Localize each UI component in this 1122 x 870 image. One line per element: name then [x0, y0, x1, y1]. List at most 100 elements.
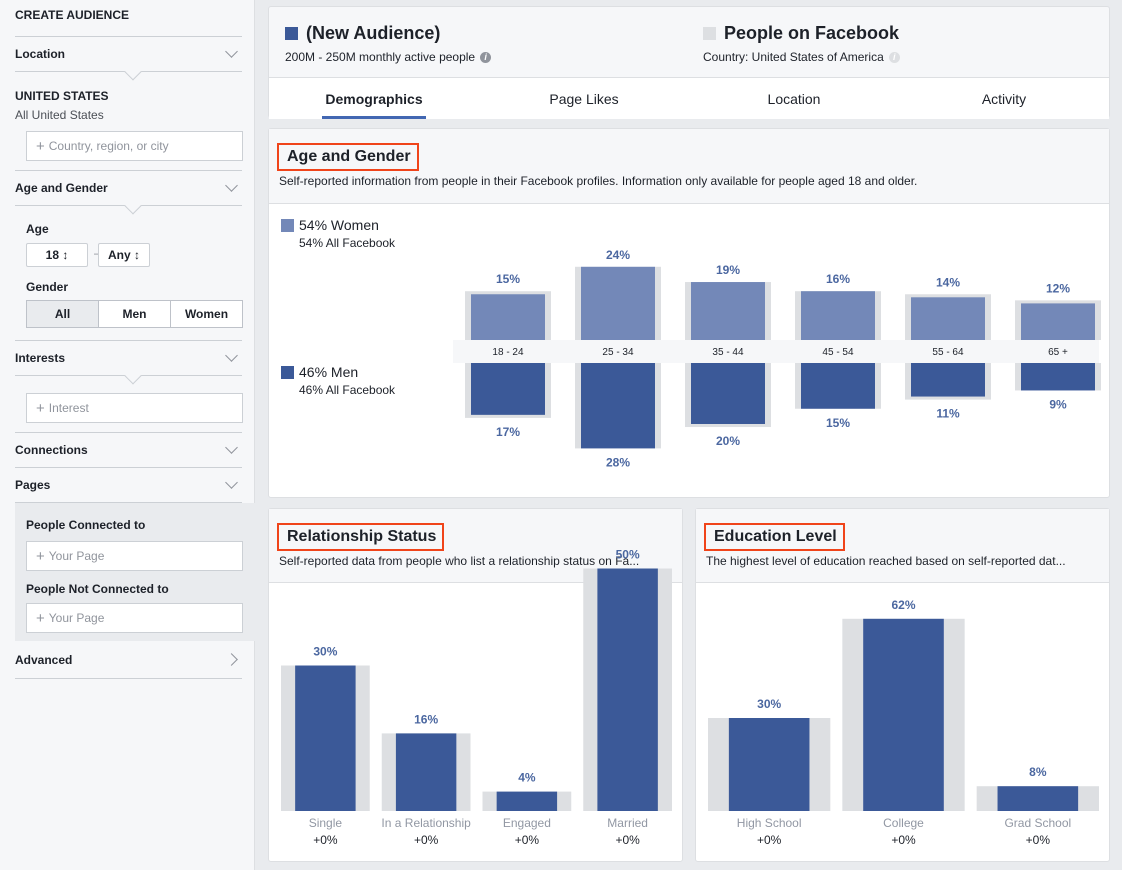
education-title: Education Level — [704, 523, 845, 551]
chevron-down-icon — [225, 45, 238, 58]
women-bar — [581, 266, 655, 340]
gender-men-button[interactable]: Men — [99, 301, 171, 327]
men-bar — [471, 363, 545, 415]
info-icon[interactable]: i — [888, 51, 900, 63]
chevron-right-icon — [225, 653, 238, 666]
tab-demographics[interactable]: Demographics — [269, 78, 479, 119]
value-label: 50% — [616, 548, 640, 562]
tab-activity[interactable]: Activity — [981, 90, 1027, 107]
age-gender-title: Age and Gender — [277, 143, 419, 171]
men-legend: 46% Men 46% All Facebook — [281, 364, 395, 397]
age-tick-label: 45 - 54 — [822, 347, 854, 358]
advanced-section-toggle[interactable]: Advanced — [15, 641, 242, 679]
people-not-connected-label: People Not Connected to — [26, 582, 169, 596]
comparison-color-swatch — [703, 27, 716, 40]
women-legend: 54% Women 54% All Facebook — [281, 217, 395, 250]
women-bar — [471, 294, 545, 340]
relationship-card: Relationship Status Self-reported data f… — [268, 508, 683, 862]
age-gender-chart: 15% 17% 18 - 24 24% 28% 25 - 34 19% 20% 35 - 44 1… — [453, 248, 1101, 469]
men-value-label: 17% — [496, 425, 520, 439]
selected-country-heading: UNITED STATES — [15, 89, 109, 103]
pages-section-label: Pages — [15, 478, 51, 492]
tab-location[interactable]: Location — [767, 90, 821, 107]
women-bar — [801, 291, 875, 340]
men-value-label: 15% — [826, 416, 850, 430]
advanced-section-label: Advanced — [15, 652, 73, 667]
change-label: +0% — [515, 833, 540, 847]
section-notch — [124, 63, 142, 81]
change-label: +0% — [1026, 833, 1051, 847]
info-icon[interactable]: i — [480, 51, 492, 63]
plus-icon: + — [36, 399, 45, 417]
men-bar — [911, 363, 985, 397]
men-value-label: 9% — [1049, 397, 1067, 411]
comparison-country: Country: United States of America — [703, 50, 884, 64]
age-from-select[interactable]: 18 ↕ — [26, 243, 88, 267]
men-bar — [691, 363, 765, 424]
women-value-label: 16% — [826, 272, 850, 286]
location-search-input[interactable]: + Country, region, or city — [26, 131, 243, 161]
category-label: College — [883, 816, 924, 830]
women-all-facebook: 54% All Facebook — [299, 236, 396, 250]
age-to-select[interactable]: Any ↕ — [98, 243, 150, 267]
interest-search-input[interactable]: + Interest — [26, 393, 243, 423]
gender-all-button[interactable]: All — [27, 301, 99, 327]
women-bar — [1021, 303, 1095, 340]
interests-section-toggle[interactable]: Interests — [15, 340, 242, 385]
audience-header-card: (New Audience) 200M - 250M monthly activ… — [268, 6, 1110, 119]
men-value-label: 11% — [936, 407, 960, 421]
age-label: Age — [26, 222, 49, 236]
pages-section-toggle[interactable]: Pages — [15, 467, 242, 503]
not-connected-page-input[interactable]: + Your Page — [26, 603, 243, 633]
age-gender-section-toggle[interactable]: Age and Gender — [15, 170, 242, 215]
women-value-label: 12% — [1046, 281, 1070, 295]
category-label: Single — [309, 816, 343, 830]
change-label: +0% — [414, 833, 439, 847]
change-label: +0% — [313, 833, 338, 847]
women-value-label: 24% — [606, 248, 630, 262]
gender-women-button[interactable]: Women — [184, 307, 229, 321]
comparison-audience: People on Facebook Country: United State… — [703, 23, 900, 64]
connected-page-input[interactable]: + Your Page — [26, 541, 243, 571]
men-all-facebook: 46% All Facebook — [299, 383, 396, 397]
men-swatch — [281, 365, 294, 379]
not-connected-page-placeholder: Your Page — [48, 611, 105, 625]
change-label: +0% — [757, 833, 782, 847]
gender-label: Gender — [26, 280, 69, 294]
value-label: 62% — [891, 598, 915, 612]
women-value-label: 15% — [496, 272, 520, 286]
insights-tabs: Demographics Page Likes Location Activit… — [269, 77, 1109, 119]
value-label: 30% — [313, 645, 337, 659]
audience-bar — [863, 618, 944, 811]
interest-placeholder: Interest — [48, 401, 89, 415]
chevron-down-icon — [225, 349, 238, 362]
women-swatch — [281, 218, 294, 232]
education-chart: 30% High School +0% 62% College +0% 8% Grad Sch… — [708, 598, 1099, 847]
education-header: Education Level The highest level of edu… — [696, 509, 1109, 583]
age-gender-card: Age and Gender Self-reported information… — [268, 128, 1110, 498]
audience-bar — [496, 791, 558, 811]
change-label: +0% — [615, 833, 640, 847]
connections-section-label: Connections — [15, 443, 88, 457]
chevron-down-icon — [225, 476, 238, 489]
location-section-toggle[interactable]: Location — [15, 36, 242, 81]
connections-section-toggle[interactable]: Connections — [15, 432, 242, 477]
men-bar — [801, 363, 875, 409]
age-tick-label: 55 - 64 — [932, 347, 964, 358]
location-placeholder: Country, region, or city — [48, 139, 169, 153]
category-label: Married — [607, 816, 648, 830]
women-value-label: 14% — [936, 275, 960, 289]
section-notch — [124, 367, 142, 385]
plus-icon: + — [36, 137, 45, 155]
create-audience-sidebar: CREATE AUDIENCE Location UNITED STATES A… — [0, 0, 255, 870]
age-tick-label: 65 + — [1048, 347, 1068, 358]
audience-name: (New Audience) — [306, 23, 441, 43]
women-bar — [911, 297, 985, 340]
men-bar — [1021, 363, 1095, 391]
men-value-label: 20% — [716, 434, 740, 448]
men-legend-label: 46% Men — [299, 364, 359, 380]
interests-section-label: Interests — [15, 351, 66, 365]
audience-bar — [295, 665, 356, 811]
category-label: High School — [737, 816, 802, 830]
tab-page-likes[interactable]: Page Likes — [549, 90, 619, 107]
